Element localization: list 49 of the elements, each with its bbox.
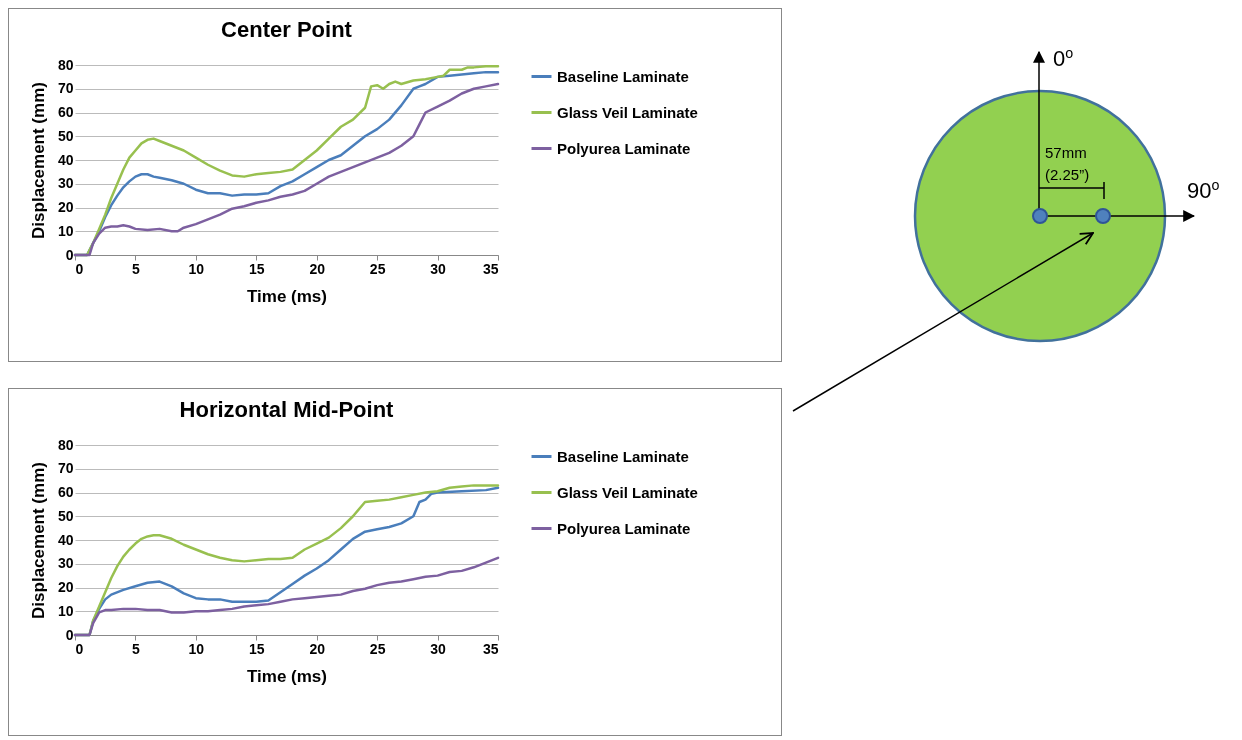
x-tick-label: 10 [188, 640, 205, 657]
legend-label: Glass Veil Laminate [557, 483, 698, 501]
line-series [73, 556, 500, 637]
y-tick-label: 20 [57, 579, 74, 595]
text: 90$^{o}$ [1187, 177, 1220, 203]
text: (2.25”) [1045, 166, 1090, 183]
x-tick-label: 15 [249, 260, 265, 277]
y-tick-label: 70 [57, 460, 74, 477]
x-axis-title: Time (ms) [247, 666, 327, 686]
legend-label: Polyurea Laminate [557, 139, 691, 157]
chart-title: Center Point [221, 17, 353, 42]
x-tick-label: 25 [369, 640, 386, 657]
y-tick-label: 80 [57, 436, 74, 453]
y-tick-label: 30 [57, 555, 74, 572]
x-tick-label: 30 [430, 260, 447, 277]
x-tick-label: 35 [482, 260, 499, 277]
x-tick-label: 25 [369, 260, 386, 277]
y-tick-label: 30 [57, 175, 74, 192]
y-tick-label: 60 [57, 104, 74, 120]
x-axis-title: Time (ms) [247, 286, 327, 306]
x-tick-label: 5 [132, 260, 141, 277]
x-tick-label: 35 [482, 640, 499, 657]
x-tick-label: 20 [309, 260, 326, 277]
legend-label: Baseline Laminate [557, 67, 689, 85]
y-tick-label: 40 [57, 531, 74, 548]
y-tick-label: 10 [57, 602, 74, 619]
y-axis-title: Displacement (mm) [28, 462, 48, 619]
y-tick-label: 10 [57, 222, 74, 239]
y-tick-label: 50 [57, 507, 74, 524]
x-tick-label: 15 [249, 640, 265, 657]
y-axis-title: Displacement (mm) [28, 82, 48, 239]
y-tick-label: 50 [57, 127, 74, 144]
y-tick-label: 0 [65, 246, 74, 263]
y-tick-label: 0 [65, 626, 74, 643]
x-tick-label: 20 [309, 640, 326, 657]
text: 57mm [1045, 144, 1087, 161]
legend-label: Baseline Laminate [557, 447, 689, 465]
legend-label: Polyurea Laminate [557, 519, 691, 537]
text: 0$^{o}$ [1053, 45, 1074, 71]
y-tick-label: 60 [57, 484, 74, 500]
y-tick-label: 40 [57, 151, 74, 168]
legend-label: Glass Veil Laminate [557, 103, 698, 121]
x-tick-label: 30 [430, 640, 447, 657]
y-tick-label: 80 [57, 56, 74, 73]
x-tick-label: 10 [188, 260, 205, 277]
y-tick-label: 70 [57, 80, 74, 97]
x-tick-label: 5 [132, 640, 141, 657]
y-tick-label: 20 [57, 199, 74, 215]
chart-title: Horizontal Mid-Point [179, 397, 395, 422]
